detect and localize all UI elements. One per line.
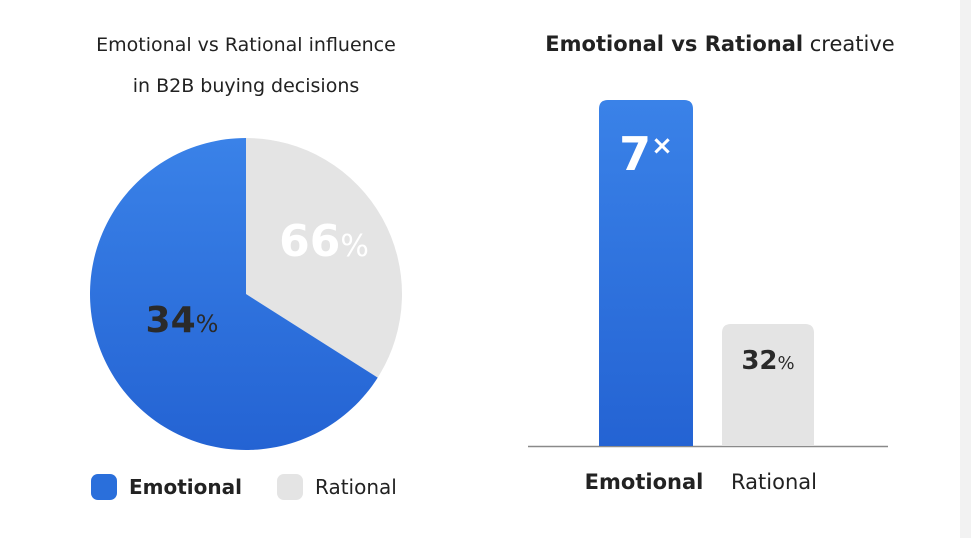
pie-label-rational: 34%	[146, 300, 219, 341]
pie-label-emotional: 66%	[279, 216, 369, 267]
bar-label-emotional: 7×	[619, 127, 673, 181]
legend-item-rational: Rational	[277, 474, 397, 500]
bar-rational	[722, 324, 814, 446]
bar-title-rest: creative	[809, 32, 895, 56]
x-label-rational: Rational	[731, 470, 817, 494]
pie-title-line1: Emotional vs Rational influence	[96, 34, 396, 56]
legend-label-rational: Rational	[315, 475, 397, 499]
x-label-emotional: Emotional	[584, 470, 704, 494]
legend-swatch-rational	[277, 474, 303, 500]
pie-slice-rational	[246, 138, 402, 378]
legend-item-emotional: Emotional	[91, 474, 242, 500]
bar-label-rational: 32%	[741, 346, 794, 376]
pie-slice-emotional	[90, 138, 378, 451]
legend-swatch-emotional	[91, 474, 117, 500]
bar-title-bold: Emotional vs Rational	[545, 32, 804, 56]
bar-emotional	[599, 100, 693, 446]
right-edge	[960, 0, 971, 538]
legend-label-emotional: Emotional	[129, 475, 242, 499]
pie-title-line2: in B2B buying decisions	[132, 75, 360, 97]
bar-title: Emotional vs Rational creative	[520, 32, 920, 56]
